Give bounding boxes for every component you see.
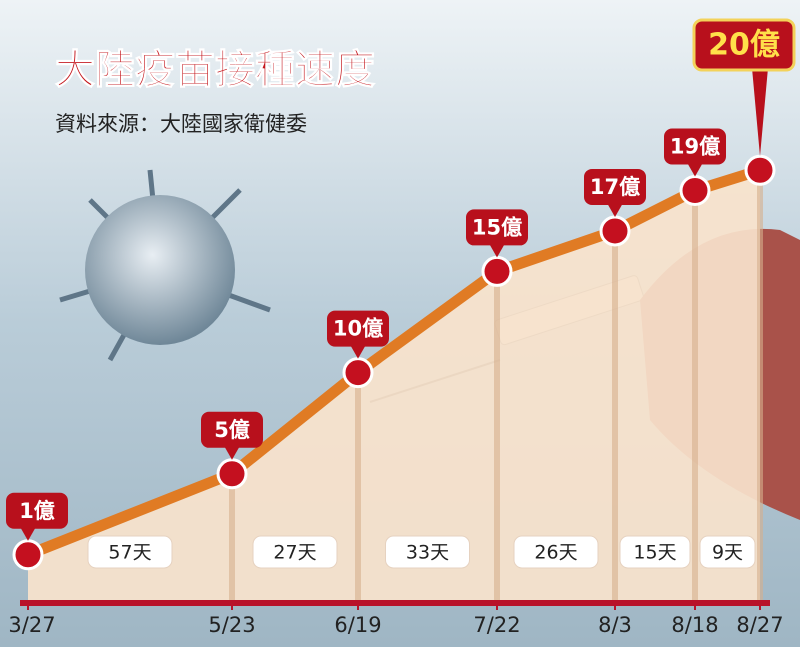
interval-label: 26天 (534, 542, 577, 564)
interval-label: 57天 (108, 542, 151, 564)
x-tick-label: 5/23 (208, 613, 255, 637)
interval-box (699, 535, 756, 569)
chart-subtitle: 資料來源：大陸國家衛健委 (55, 112, 307, 136)
x-tick-label: 8/27 (736, 613, 783, 637)
value-label: 1億 (19, 499, 55, 523)
label-pointer (687, 162, 703, 177)
value-label: 17億 (590, 175, 640, 199)
label-pointer (350, 344, 366, 359)
data-point (216, 458, 248, 490)
x-tick-label: 8/3 (598, 613, 632, 637)
label-pointer (607, 202, 623, 217)
interval-box (252, 535, 338, 569)
value-label-box (692, 18, 796, 72)
value-label-box (584, 168, 646, 205)
value-label-box (6, 492, 68, 529)
value-label: 15億 (472, 215, 522, 239)
interval-label: 27天 (273, 542, 316, 564)
area (28, 170, 760, 600)
value-label-box (327, 310, 389, 347)
value-label: 5億 (214, 418, 250, 442)
x-tick-label: 3/27 (8, 613, 55, 637)
x-axis (20, 600, 770, 606)
value-label: 10億 (333, 317, 383, 341)
virus-illustration (59, 169, 271, 362)
interval-box (385, 535, 470, 569)
interval-label: 33天 (406, 542, 449, 564)
data-point (679, 174, 711, 206)
label-pointer (224, 445, 240, 460)
chart-title: 大陸疫苗接種速度 (55, 47, 375, 93)
x-tick-label: 8/18 (671, 613, 718, 637)
interval-box (513, 535, 599, 569)
value-label: 19億 (670, 134, 720, 158)
label-pointer (752, 68, 768, 157)
interval-label: 9天 (712, 542, 743, 564)
data-point (599, 215, 631, 247)
value-label-box (201, 411, 263, 448)
data-point (12, 539, 44, 571)
label-pointer (489, 243, 505, 258)
label-pointer (20, 526, 36, 541)
interval-label: 15天 (633, 542, 676, 564)
data-point (481, 255, 513, 287)
x-tick-label: 7/22 (473, 613, 520, 637)
x-tick-label: 6/19 (334, 613, 381, 637)
data-point (342, 357, 374, 389)
interval-box (87, 535, 173, 569)
value-label-box (466, 209, 528, 246)
value-label-box (664, 128, 726, 165)
data-point (744, 154, 776, 186)
interval-box (619, 535, 691, 569)
value-label: 20億 (708, 28, 780, 63)
